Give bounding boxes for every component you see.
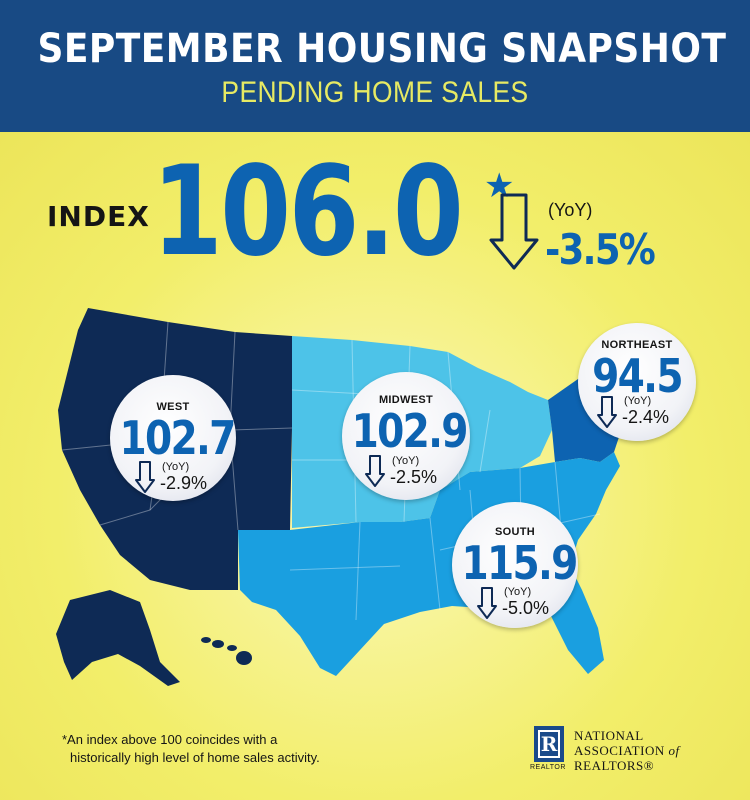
region-name: SOUTH xyxy=(495,526,535,538)
nar-wordmark: NATIONAL ASSOCIATION of REALTORS® xyxy=(574,728,680,773)
region-yoy-label: (YoY) xyxy=(504,586,532,598)
nar-line-2-italic: of xyxy=(668,743,680,758)
realtor-logo: R xyxy=(534,726,564,762)
region-change: -5.0% xyxy=(502,598,550,618)
region-value: 115.9 xyxy=(461,536,578,590)
nar-line-3: REALTORS® xyxy=(574,758,655,773)
nar-line-2: ASSOCIATION of xyxy=(574,743,680,758)
region-name: WEST xyxy=(156,401,190,413)
map-hawaii xyxy=(201,637,252,665)
region-name: NORTHEAST xyxy=(601,339,673,351)
region-change: -2.9% xyxy=(160,473,208,493)
page-subtitle: PENDING HOME SALES xyxy=(221,76,529,109)
down-arrow-icon xyxy=(489,193,539,270)
down-arrow-icon xyxy=(135,461,155,493)
down-arrow-icon xyxy=(477,587,497,619)
nar-line-2-main: ASSOCIATION xyxy=(574,743,665,758)
realtor-logo-tag: REALTOR xyxy=(530,764,566,771)
map-alaska xyxy=(56,590,180,686)
nar-line-1: NATIONAL xyxy=(574,728,644,743)
region-yoy-label: (YoY) xyxy=(162,461,190,473)
down-arrow-icon xyxy=(597,396,617,428)
region-bubble-midwest: MIDWEST 102.9 (YoY) -2.5% xyxy=(342,372,470,500)
region-value: 102.9 xyxy=(351,404,469,458)
index-change: -3.5% xyxy=(545,225,656,274)
region-change: -2.4% xyxy=(622,407,670,427)
realtor-logo-mark: R xyxy=(538,730,560,758)
asterisk-icon: ★ xyxy=(484,167,515,205)
footnote-line-1: *An index above 100 coincides with a xyxy=(62,732,278,747)
region-name: MIDWEST xyxy=(378,394,434,406)
region-change: -2.5% xyxy=(390,467,438,487)
region-bubble-south: SOUTH 115.9 (YoY) -5.0% xyxy=(452,502,578,628)
region-bubble-northeast: NORTHEAST 94.5 (YoY) -2.4% xyxy=(578,323,696,441)
index-value: 106.0 xyxy=(152,140,464,284)
page-title: SEPTEMBER HOUSING SNAPSHOT xyxy=(37,26,727,72)
region-value: 94.5 xyxy=(592,349,683,403)
region-bubble-west: WEST 102.7 (YoY) -2.9% xyxy=(110,375,236,501)
header-banner: SEPTEMBER HOUSING SNAPSHOT PENDING HOME … xyxy=(0,0,750,132)
region-yoy-label: (YoY) xyxy=(624,395,652,407)
down-arrow-icon xyxy=(365,455,385,487)
footnote-line-2: historically high level of home sales ac… xyxy=(70,750,320,765)
footnote: *An index above 100 coincides with a his… xyxy=(62,731,362,767)
region-value: 102.7 xyxy=(119,411,236,465)
index-label: INDEX xyxy=(47,200,150,233)
index-yoy-label: (YoY) xyxy=(548,200,593,220)
region-yoy-label: (YoY) xyxy=(392,455,420,467)
